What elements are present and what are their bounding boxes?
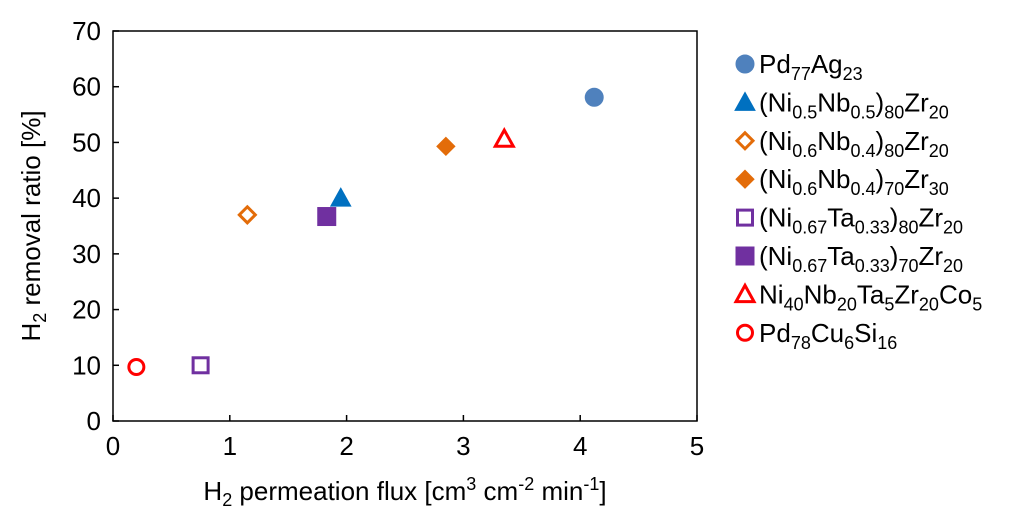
y-tick-label: 10 xyxy=(72,350,101,380)
x-tick-label: 0 xyxy=(106,431,120,461)
legend-label: (Ni0.5Nb0.5)80Zr20 xyxy=(759,87,949,122)
legend-label: (Ni0.6Nb0.4)70Zr30 xyxy=(759,164,949,199)
data-point xyxy=(329,187,352,207)
y-tick-label: 60 xyxy=(72,72,101,102)
plot-area xyxy=(112,30,698,422)
y-tick-label: 40 xyxy=(72,183,101,213)
data-point xyxy=(584,87,604,107)
x-tick-labels: 0 1 2 3 4 5 xyxy=(106,431,704,461)
y-tick-label: 30 xyxy=(72,239,101,269)
data-point xyxy=(492,126,516,148)
legend-marker xyxy=(735,246,755,266)
x-tick-label: 1 xyxy=(223,431,237,461)
y-axis-title: H2 removal ratio [%] xyxy=(16,110,50,341)
legend-label: Ni40Nb20Ta5Zr20Co5 xyxy=(759,279,982,314)
data-point xyxy=(436,136,456,157)
x-tick-label: 3 xyxy=(456,431,470,461)
legend-label: (Ni0.6Nb0.4)80Zr20 xyxy=(759,126,949,161)
legend-label: (Ni0.67Ta0.33)70Zr20 xyxy=(759,241,963,276)
legend-marker xyxy=(735,169,755,189)
legend-label: Pd77Ag23 xyxy=(759,49,863,84)
data-point xyxy=(127,357,146,376)
data-point xyxy=(191,356,210,375)
x-tick-label: 2 xyxy=(339,431,353,461)
legend-marker xyxy=(736,323,754,342)
x-tick-label: 5 xyxy=(690,431,704,461)
y-tick-label: 0 xyxy=(87,406,101,436)
legend-marker xyxy=(735,54,755,74)
data-point xyxy=(237,204,258,225)
x-tick-label: 4 xyxy=(573,431,587,461)
y-tick-label: 20 xyxy=(72,295,101,325)
y-tick-label: 70 xyxy=(72,16,101,46)
legend-marker xyxy=(734,91,756,111)
legend-marker xyxy=(734,130,756,151)
x-axis-title: H2 permeation flux [cm3 cm-2 min-1] xyxy=(203,474,606,510)
legend-label: Pd78Cu6Si16 xyxy=(759,318,897,353)
legend-label: (Ni0.67Ta0.33)80Zr20 xyxy=(759,203,963,238)
y-tick-label: 50 xyxy=(72,127,101,157)
data-points xyxy=(127,87,604,376)
legend-marker xyxy=(733,282,757,304)
data-point xyxy=(317,207,337,227)
legend-marker xyxy=(736,208,754,227)
axis-ticks xyxy=(112,30,698,422)
y-tick-labels: 0 10 20 30 40 50 60 70 xyxy=(72,16,101,436)
legend: Pd77Ag23(Ni0.5Nb0.5)80Zr20 (Ni0.6Nb0.4)80… xyxy=(733,49,982,353)
